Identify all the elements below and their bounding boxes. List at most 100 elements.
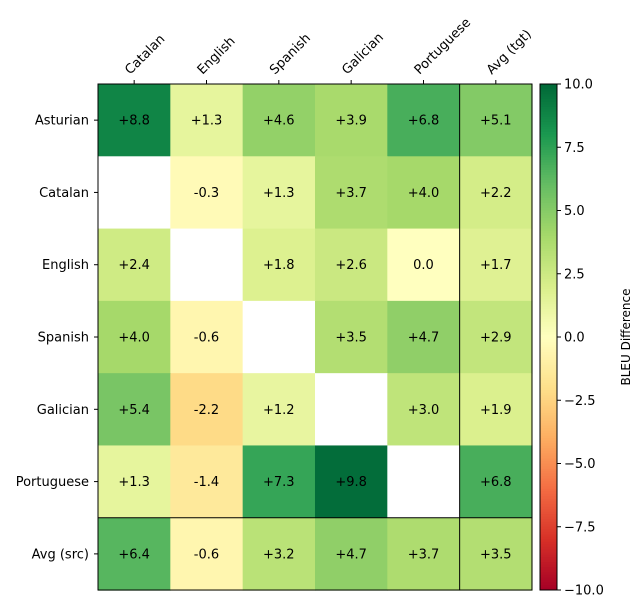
heatmap-cell xyxy=(387,228,461,302)
colorbar-strip xyxy=(540,142,557,146)
colorbar-strip xyxy=(540,493,557,497)
colorbar-tick-label: 2.5 xyxy=(564,267,585,282)
colorbar-strip xyxy=(540,202,557,206)
colorbar-strip xyxy=(540,233,557,237)
colorbar-strip xyxy=(540,572,557,576)
cell-value-label: +9.8 xyxy=(335,475,367,490)
heatmap-cell xyxy=(459,517,533,591)
colorbar-strip xyxy=(540,455,557,459)
cell-value-label: +4.0 xyxy=(408,186,440,201)
heatmap-cell xyxy=(98,373,171,447)
colorbar-strip xyxy=(540,357,557,361)
heatmap-cell xyxy=(387,84,461,157)
colorbar-strip xyxy=(540,326,557,330)
colorbar-strip xyxy=(540,587,557,591)
colorbar-strip xyxy=(540,334,557,338)
colorbar-strip xyxy=(540,276,557,280)
cell-value-label: +1.3 xyxy=(263,186,295,201)
cell-value-label: +6.8 xyxy=(408,114,440,129)
colorbar-strip xyxy=(540,549,557,553)
colorbar-strip xyxy=(540,149,557,153)
colorbar-strip xyxy=(540,392,557,396)
colorbar-strip xyxy=(540,463,557,467)
colorbar-strip xyxy=(540,519,557,523)
y-tick-label: Portuguese xyxy=(16,475,89,490)
heatmap-cell xyxy=(387,517,461,591)
colorbar-strip xyxy=(540,192,557,196)
colorbar-strip xyxy=(540,152,557,156)
colorbar-strip xyxy=(540,238,557,242)
colorbar-strip xyxy=(540,402,557,406)
cell-value-label: +3.2 xyxy=(263,547,295,562)
colorbar-strip xyxy=(540,256,557,259)
colorbar-strip xyxy=(540,296,557,300)
cell-value-label: +5.4 xyxy=(118,403,150,418)
colorbar-strip xyxy=(540,339,557,343)
colorbar-strip xyxy=(540,367,557,371)
colorbar-strip xyxy=(540,448,557,452)
colorbar-strip xyxy=(540,544,557,548)
heatmap-cell-empty xyxy=(98,156,171,230)
colorbar-strip xyxy=(540,511,557,515)
colorbar-strip xyxy=(540,577,557,581)
colorbar-strip xyxy=(540,286,557,290)
colorbar-strip xyxy=(540,134,557,138)
heatmap-cell xyxy=(314,445,388,519)
colorbar-strip xyxy=(540,407,557,411)
colorbar-strip xyxy=(540,385,557,388)
colorbar-strip xyxy=(540,567,557,571)
colorbar-strip xyxy=(540,584,557,588)
cell-value-label: +2.2 xyxy=(480,186,512,201)
colorbar-strip xyxy=(540,223,557,227)
heatmap-cell xyxy=(459,300,533,374)
y-tick-label: Galician xyxy=(37,403,89,418)
colorbar-strip xyxy=(540,344,557,348)
cell-value-label: +7.3 xyxy=(263,475,295,490)
colorbar-strip xyxy=(540,121,557,125)
colorbar-strip xyxy=(540,139,557,143)
x-tick-label: Galician xyxy=(339,30,387,78)
colorbar-strip xyxy=(540,293,557,297)
colorbar-strip xyxy=(540,476,557,480)
colorbar-strip xyxy=(540,382,557,386)
cell-value-label: -0.6 xyxy=(194,331,219,346)
heatmap-cell xyxy=(387,373,461,447)
heatmap-cell xyxy=(242,84,316,157)
colorbar-ticks: 10.0 7.5 5.0 2.5 0.0 −2.5 −5.0 −7.5 −10.0 xyxy=(557,78,604,599)
colorbar-strip xyxy=(540,263,557,267)
x-tick-label: Spanish xyxy=(267,31,314,78)
colorbar-strip xyxy=(540,395,557,399)
colorbar-strip xyxy=(540,443,557,447)
heatmap-cell-empty xyxy=(242,300,316,374)
colorbar-strip xyxy=(540,218,557,222)
heatmap-cell xyxy=(170,84,244,157)
colorbar-strip xyxy=(540,438,557,442)
colorbar-strip xyxy=(540,96,557,100)
colorbar-strip xyxy=(540,417,557,421)
colorbar-strip xyxy=(540,362,557,366)
heatmap-cell xyxy=(170,300,244,374)
colorbar-strip xyxy=(540,175,557,179)
cell-value-label: +3.9 xyxy=(335,114,367,129)
colorbar-strip xyxy=(540,435,557,439)
cell-value-label: +4.7 xyxy=(408,331,440,346)
cell-value-label: +3.7 xyxy=(408,547,440,562)
colorbar-strip xyxy=(540,397,557,401)
colorbar-strip xyxy=(540,127,557,130)
colorbar-strip xyxy=(540,172,557,176)
heatmap-cell xyxy=(459,445,533,519)
cell-value-label: +3.5 xyxy=(335,331,367,346)
colorbar-strip xyxy=(540,235,557,239)
colorbar-strip xyxy=(540,473,557,477)
cell-value-label: +4.7 xyxy=(335,547,367,562)
colorbar-strip xyxy=(540,468,557,472)
colorbar-strip xyxy=(540,433,557,437)
cell-value-label: +5.1 xyxy=(480,114,512,129)
colorbar-strip xyxy=(540,466,557,469)
cell-value-label: +6.8 xyxy=(480,475,512,490)
colorbar-strip xyxy=(540,137,557,141)
heatmap-cell-empty xyxy=(170,228,244,302)
colorbar-strip xyxy=(540,491,557,495)
cell-value-label: +1.8 xyxy=(263,258,295,273)
colorbar-strip xyxy=(540,342,557,345)
